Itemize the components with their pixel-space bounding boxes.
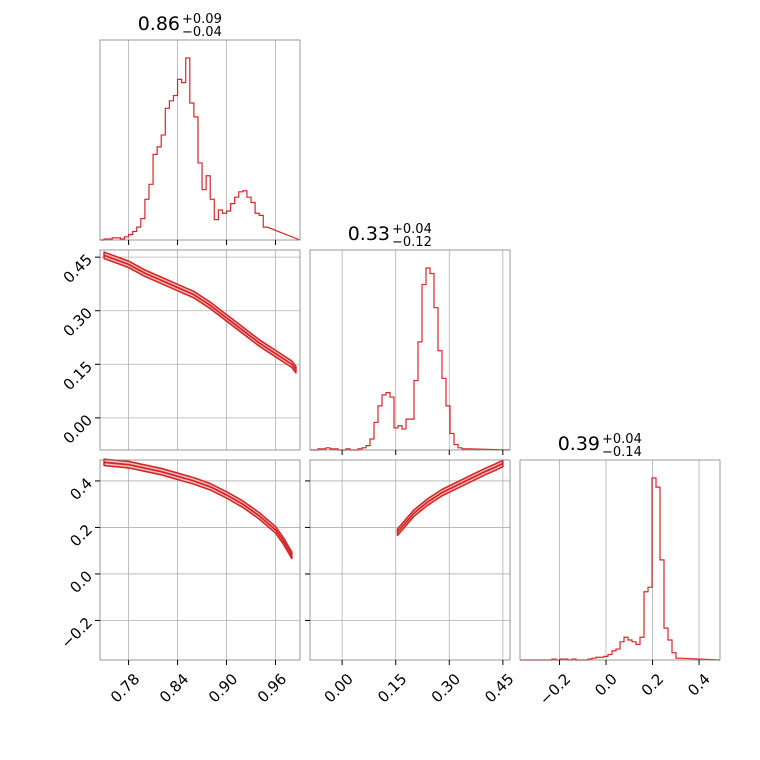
x-tick-label-0-0: 0.78 — [107, 670, 143, 706]
param-title-err-plus-1: +0.04 — [392, 222, 432, 237]
hist-panel-0 — [99, 39, 301, 241]
x-tick-label-0-2: 0.90 — [205, 670, 241, 706]
panel-frame-0-1 — [99, 249, 301, 451]
contour-inner — [396, 462, 504, 533]
x-tick-label-0-1: 0.84 — [156, 670, 192, 706]
x-tick-label-1-1: 0.15 — [374, 670, 410, 706]
y-tick-label-2-3: 0.4 — [66, 474, 96, 504]
density-panel-1-2 — [309, 459, 511, 661]
contour-outer — [103, 458, 293, 560]
panel-frame-1-2 — [309, 459, 511, 661]
hist-panel-2 — [519, 459, 721, 661]
x-tick-label-1-3: 0.45 — [481, 670, 517, 706]
y-tick-label-2-1: 0.0 — [66, 567, 96, 597]
x-tick-label-1-2: 0.30 — [428, 670, 464, 706]
density-panel-0-1 — [99, 249, 301, 451]
panel-frame-diag-1 — [309, 249, 511, 451]
histogram-step-0 — [100, 57, 301, 241]
y-tick-label-1-3: 0.45 — [60, 250, 96, 286]
y-tick-label-1-1: 0.15 — [60, 358, 96, 394]
y-tick-label-2-0: −0.2 — [58, 614, 96, 652]
y-tick-label-2-2: 0.2 — [66, 521, 96, 551]
hist-panel-1 — [309, 249, 511, 451]
param-title-err-minus-1: −0.12 — [392, 235, 432, 250]
panel-frame-diag-2 — [519, 459, 721, 661]
param-title-value-2: 0.39 — [558, 433, 600, 455]
x-tick-label-2-3: 0.4 — [684, 670, 714, 700]
sample-point — [111, 467, 115, 470]
param-title-err-plus-0: +0.09 — [182, 12, 222, 27]
y-tick-label-1-2: 0.30 — [60, 304, 96, 340]
x-tick-label-2-2: 0.2 — [638, 670, 668, 700]
x-tick-label-0-3: 0.96 — [254, 670, 290, 706]
param-title-err-plus-2: +0.04 — [602, 432, 642, 447]
param-title-err-minus-2: −0.14 — [602, 445, 642, 460]
contour-inner — [103, 461, 293, 556]
y-tick-label-1-0: 0.00 — [60, 411, 96, 447]
param-title-err-minus-0: −0.04 — [182, 25, 222, 40]
density-panel-0-2 — [99, 458, 301, 661]
contour-inner — [103, 254, 297, 371]
histogram-step-2 — [520, 477, 721, 661]
panel-frame-0-2 — [99, 459, 301, 661]
contour-outer — [103, 251, 297, 374]
x-tick-label-2-0: −0.2 — [536, 670, 574, 708]
histogram-step-1 — [310, 267, 511, 451]
x-tick-label-1-0: 0.00 — [321, 670, 357, 706]
param-title-value-0: 0.86 — [138, 13, 180, 35]
x-tick-label-2-1: 0.0 — [591, 670, 621, 700]
panel-frame-diag-0 — [99, 39, 301, 241]
param-title-value-1: 0.33 — [348, 223, 390, 245]
